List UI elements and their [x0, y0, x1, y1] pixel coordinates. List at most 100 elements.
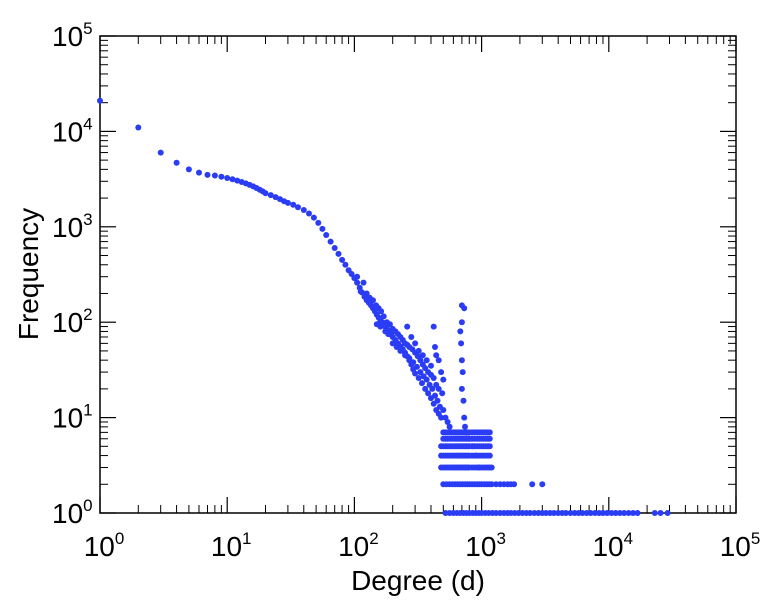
data-point — [634, 510, 641, 516]
x-tick-label: 101 — [211, 529, 252, 562]
data-point — [430, 323, 437, 330]
data-point — [567, 510, 574, 516]
data-point — [354, 273, 361, 280]
data-point — [306, 210, 312, 217]
x-tick-label: 102 — [338, 529, 379, 562]
data-point — [422, 385, 429, 392]
data-point — [458, 319, 465, 326]
data-point — [425, 390, 432, 397]
data-point — [604, 510, 611, 516]
data-point — [440, 407, 447, 413]
data-point — [433, 352, 440, 359]
x-tick-label: 104 — [592, 529, 633, 562]
data-point — [412, 370, 419, 377]
data-points — [97, 97, 671, 516]
data-point — [423, 357, 430, 364]
data-point — [331, 245, 338, 251]
data-point — [438, 414, 445, 421]
data-point — [377, 323, 384, 330]
y-tick-label: 102 — [52, 305, 93, 338]
data-point — [335, 250, 342, 257]
data-point — [430, 375, 437, 381]
data-point — [319, 225, 326, 232]
data-point — [310, 214, 317, 221]
data-point — [157, 149, 164, 156]
minor-ticks — [100, 36, 736, 513]
data-point — [327, 238, 334, 245]
data-point — [339, 256, 346, 263]
data-point — [300, 207, 307, 213]
data-point — [542, 510, 549, 516]
data-point — [651, 510, 658, 516]
data-point — [393, 344, 400, 350]
data-point — [446, 423, 453, 430]
y-axis-title: Frequency — [13, 208, 44, 340]
data-point — [486, 429, 493, 436]
data-point — [404, 323, 411, 330]
data-point — [457, 328, 464, 335]
data-point — [515, 510, 522, 516]
data-point — [579, 510, 586, 516]
data-point — [486, 452, 493, 459]
y-tick-label: 105 — [52, 19, 93, 52]
data-point — [486, 435, 493, 442]
data-point — [486, 443, 493, 450]
data-point — [385, 331, 392, 338]
data-point — [444, 419, 451, 425]
data-point — [493, 510, 500, 516]
x-tick-label: 103 — [465, 529, 506, 562]
data-point — [406, 355, 413, 362]
data-point — [415, 375, 422, 381]
data-point — [461, 414, 468, 421]
data-point — [439, 390, 446, 397]
data-point — [531, 510, 538, 516]
x-tick-label: 105 — [720, 529, 761, 562]
data-point — [657, 510, 664, 516]
y-tick-label: 104 — [52, 114, 93, 147]
data-point — [135, 124, 142, 131]
data-point — [380, 313, 387, 320]
data-point — [224, 175, 231, 181]
data-point — [458, 357, 465, 364]
data-point — [612, 510, 619, 516]
data-point — [550, 510, 557, 516]
data-point — [204, 171, 211, 178]
data-point — [363, 290, 370, 297]
data-point — [378, 308, 385, 315]
data-point — [664, 510, 671, 516]
data-point — [284, 199, 291, 206]
data-point — [539, 481, 546, 488]
data-point — [630, 510, 636, 516]
data-point — [435, 385, 442, 392]
x-tick-labels: 100 101 102 103 104 105 — [84, 529, 761, 562]
data-point — [211, 172, 218, 179]
data-point — [423, 376, 430, 383]
data-point — [461, 305, 468, 312]
data-point — [440, 376, 447, 383]
y-tick-label: 101 — [52, 401, 93, 434]
data-point — [415, 347, 422, 354]
data-point — [295, 204, 301, 211]
x-tick-label: 100 — [84, 529, 125, 562]
data-point — [459, 369, 466, 376]
data-point — [625, 510, 632, 516]
data-point — [435, 357, 442, 364]
data-point — [417, 369, 424, 376]
data-point — [529, 481, 536, 488]
data-point — [608, 510, 615, 516]
data-point — [397, 347, 404, 354]
data-point — [262, 190, 269, 197]
data-point — [621, 510, 628, 516]
data-point — [429, 385, 436, 392]
data-point — [442, 510, 449, 516]
plot-frame — [99, 35, 737, 514]
data-point — [218, 173, 225, 180]
data-point — [290, 201, 297, 208]
data-point — [229, 176, 236, 183]
data-point — [386, 321, 393, 328]
data-point — [360, 279, 367, 286]
data-point — [267, 192, 274, 199]
data-point — [97, 97, 103, 104]
data-point — [315, 219, 322, 226]
